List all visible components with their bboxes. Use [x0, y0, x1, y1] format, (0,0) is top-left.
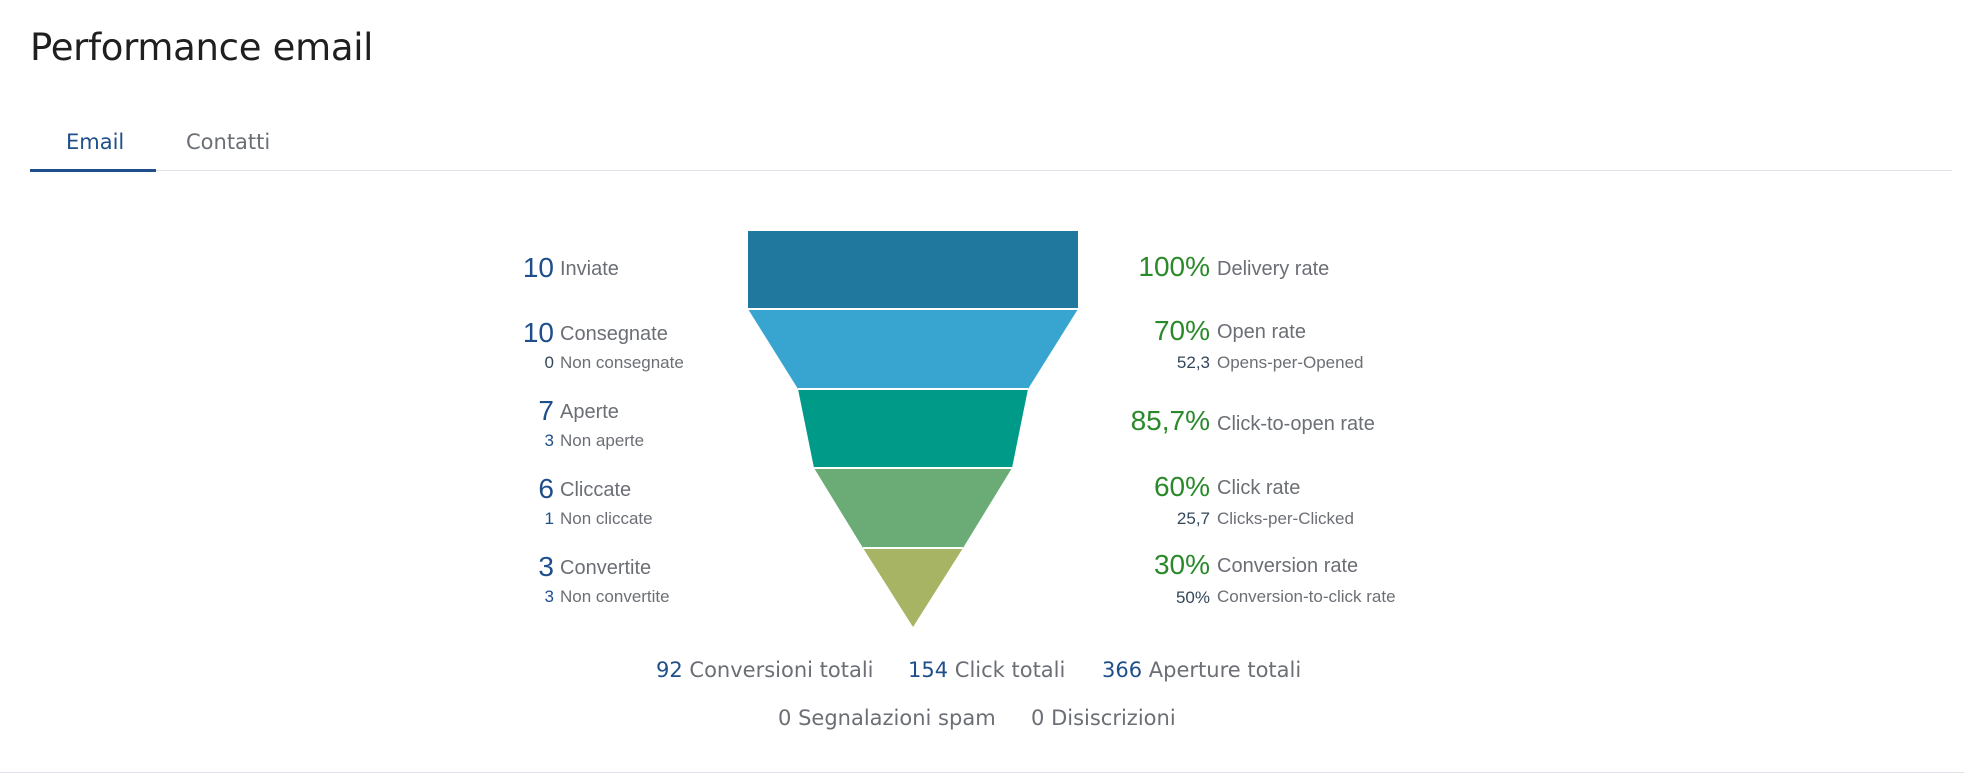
conversion-rate-label: Conversion rate	[1217, 555, 1359, 577]
total-conversions-label: Conversioni totali	[689, 658, 874, 682]
click-rate-label: Click rate	[1217, 477, 1301, 499]
funnel-stage-consegnate	[748, 309, 1078, 389]
clicked-label: Cliccate	[560, 479, 632, 501]
funnel-stage-cliccate	[814, 468, 1012, 548]
spam-reports: 0 Segnalazioni spam	[778, 706, 996, 730]
active-tab-indicator	[30, 169, 156, 172]
clicks-per-clicked-label: Clicks-per-Clicked	[1217, 509, 1354, 528]
total-opens-value: 366	[1102, 658, 1143, 682]
conversion-to-click-rate-label: Conversion-to-click rate	[1217, 587, 1396, 606]
not-opened-label: Non aperte	[560, 431, 645, 450]
spam-reports-label: Segnalazioni spam	[798, 706, 996, 730]
unsubscribes-label: Disiscrizioni	[1051, 706, 1176, 730]
open-rate-value: 70%	[1153, 315, 1210, 346]
click-to-open-rate-value: 85,7%	[1130, 405, 1210, 436]
total-conversions-value: 92	[656, 658, 683, 682]
total-clicks-value: 154	[908, 658, 949, 682]
not-delivered-count: 0	[544, 353, 554, 372]
open-rate-label: Open rate	[1217, 321, 1306, 343]
tab-contatti[interactable]: Contatti	[186, 130, 271, 154]
delivery-rate-value: 100%	[1138, 251, 1210, 282]
unsubscribes: 0 Disiscrizioni	[1031, 706, 1176, 730]
converted-label: Convertite	[560, 557, 652, 579]
opens-per-opened-value: 52,3	[1176, 353, 1210, 372]
total-opens: 366 Aperture totali	[1102, 658, 1301, 682]
clicks-per-clicked-value: 25,7	[1176, 509, 1210, 528]
total-opens-label: Aperture totali	[1148, 658, 1302, 682]
page-title: Performance email	[30, 26, 374, 69]
opens-per-opened-label: Opens-per-Opened	[1217, 353, 1364, 372]
unsubscribes-value: 0	[1031, 706, 1045, 730]
section-divider	[0, 772, 1964, 773]
not-clicked-label: Non cliccate	[560, 509, 653, 528]
not-delivered-label: Non consegnate	[560, 353, 684, 372]
total-clicks: 154 Click totali	[908, 658, 1065, 682]
spam-reports-value: 0	[778, 706, 792, 730]
click-rate-value: 60%	[1153, 471, 1210, 502]
conversion-to-click-rate-value: 50%	[1175, 588, 1210, 607]
total-conversions: 92 Conversioni totali	[656, 658, 874, 682]
delivery-rate-label: Delivery rate	[1217, 258, 1330, 280]
sent-label: Inviate	[560, 258, 619, 280]
delivered-label: Consegnate	[560, 323, 668, 345]
opened-count: 7	[538, 395, 554, 426]
converted-count: 3	[538, 551, 554, 582]
conversion-rate-value: 30%	[1153, 549, 1210, 580]
not-clicked-count: 1	[544, 509, 554, 528]
click-to-open-rate-label: Click-to-open rate	[1217, 413, 1375, 435]
funnel-stage-inviate	[748, 231, 1078, 309]
tab-bar: Email Contatti	[30, 118, 1952, 172]
tab-email[interactable]: Email	[66, 130, 125, 154]
opened-label: Aperte	[560, 401, 619, 423]
funnel-stage-aperte	[798, 389, 1028, 468]
delivered-count: 10	[522, 317, 554, 348]
sent-count: 10	[522, 252, 554, 283]
clicked-count: 6	[538, 473, 554, 504]
not-converted-count: 3	[544, 587, 554, 606]
funnel-stage-convertite	[863, 548, 963, 627]
not-converted-label: Non convertite	[560, 587, 670, 606]
not-opened-count: 3	[544, 431, 554, 450]
total-clicks-label: Click totali	[954, 658, 1066, 682]
